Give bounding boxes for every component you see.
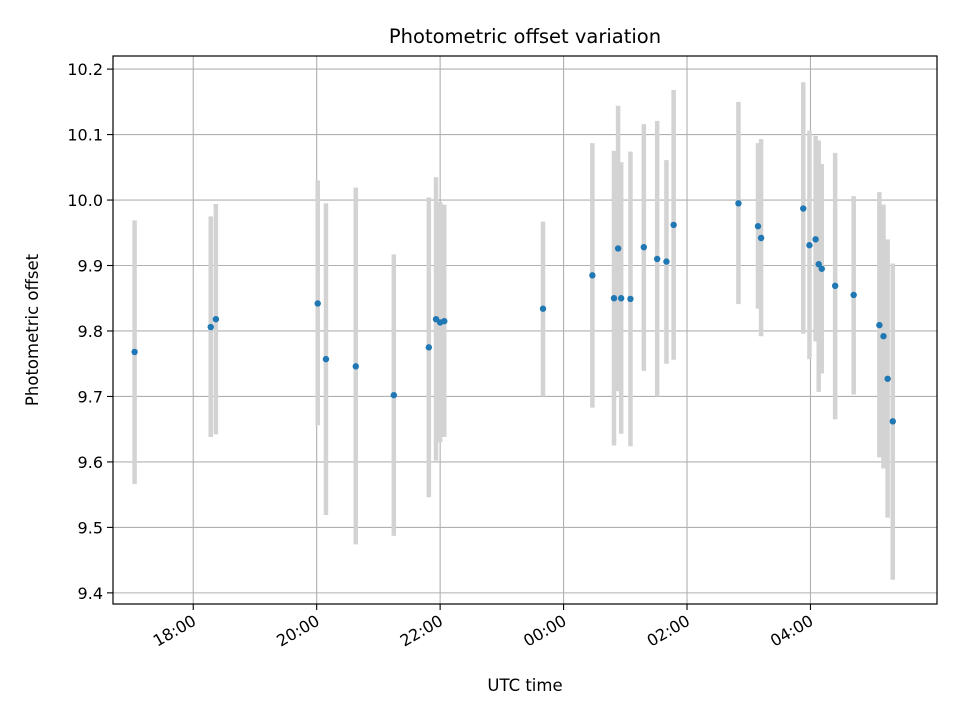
data-point xyxy=(735,200,742,207)
data-point xyxy=(627,295,634,303)
data-point xyxy=(818,265,825,272)
y-tick-label: 9.9 xyxy=(78,257,103,276)
data-point xyxy=(425,344,433,351)
x-tick-label: 20:00 xyxy=(273,611,322,651)
data-point xyxy=(889,418,896,425)
data-point xyxy=(670,221,677,229)
y-tick-label: 10.1 xyxy=(67,126,103,145)
data-point xyxy=(800,205,807,212)
data-point xyxy=(589,272,596,279)
data-point xyxy=(815,261,822,268)
y-tick-label: 10.0 xyxy=(67,191,103,210)
y-tick-label: 9.6 xyxy=(78,453,103,472)
data-point xyxy=(390,391,398,399)
chart-title: Photometric offset variation xyxy=(389,25,661,48)
plot-area-frame xyxy=(112,55,938,605)
data-point xyxy=(617,295,625,302)
data-point xyxy=(831,282,839,290)
data-point xyxy=(610,295,618,302)
y-tick-label: 9.8 xyxy=(78,322,103,341)
data-point xyxy=(352,363,359,370)
data-point xyxy=(806,242,813,249)
data-point xyxy=(539,305,547,312)
data-point xyxy=(812,236,819,243)
data-point xyxy=(207,323,214,331)
x-tick-label: 18:00 xyxy=(150,611,199,651)
data-point xyxy=(322,355,330,363)
data-point xyxy=(850,291,857,299)
data-point xyxy=(880,333,887,340)
data-point xyxy=(614,245,622,252)
data-point xyxy=(876,321,883,329)
data-point xyxy=(314,300,321,307)
x-tick-label: 00:00 xyxy=(520,611,569,651)
y-tick-label: 10.2 xyxy=(67,60,103,79)
data-point xyxy=(212,315,220,323)
data-point xyxy=(131,348,138,356)
x-tick-label: 04:00 xyxy=(767,611,816,651)
x-axis-label: UTC time xyxy=(487,676,562,695)
y-tick-label: 9.7 xyxy=(78,387,103,406)
x-tick-label: 02:00 xyxy=(644,611,693,651)
data-point xyxy=(884,375,891,382)
data-point xyxy=(653,255,661,263)
y-tick-label: 9.5 xyxy=(78,518,103,537)
y-tick-label: 9.4 xyxy=(78,584,103,603)
data-point xyxy=(754,223,762,230)
data-point xyxy=(640,243,648,251)
data-point xyxy=(663,258,670,265)
data-point xyxy=(441,317,448,325)
data-points xyxy=(131,200,896,425)
y-axis-label: Photometric offset xyxy=(23,253,42,406)
x-axis-ticks: 18:00 20:00 22:00 00:00 02:00 04:00 xyxy=(150,604,816,651)
data-point xyxy=(757,234,765,242)
y-axis-ticks: 9.4 9.5 9.6 9.7 9.8 9.9 10.0 10.1 10.2 xyxy=(67,60,113,603)
x-tick-label: 22:00 xyxy=(397,611,446,651)
